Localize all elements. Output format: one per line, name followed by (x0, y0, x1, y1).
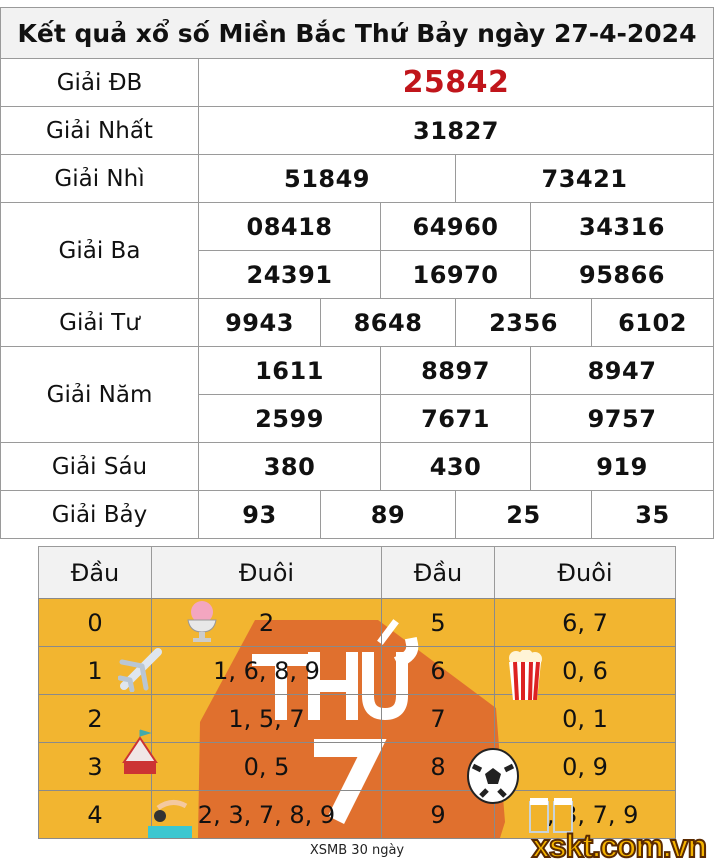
prize-number: 31827 (198, 106, 714, 155)
circus-tent-icon (122, 729, 158, 774)
prize-number: 8947 (530, 346, 714, 395)
prize-label: Giải Bảy (0, 490, 199, 539)
prize-label: Giải ĐB (0, 58, 199, 107)
prize-number: 64960 (380, 202, 531, 251)
shaved-ice-icon (187, 601, 217, 642)
prize-number: 34316 (530, 202, 714, 251)
popcorn-icon (509, 650, 542, 700)
prize-label: Giải Năm (0, 346, 199, 443)
prize-number: 919 (530, 442, 714, 491)
prize-number: 7671 (380, 394, 531, 443)
day-badge-shape (198, 620, 505, 838)
special-prize-number: 25842 (198, 58, 714, 107)
prize-number: 2356 (455, 298, 592, 347)
prize-number: 73421 (455, 154, 714, 203)
prize-number: 8897 (380, 346, 531, 395)
prize-number: 25 (455, 490, 592, 539)
prize-label: Giải Ba (0, 202, 199, 299)
head-column-header: Đầu (38, 546, 152, 599)
prize-number: 24391 (198, 250, 381, 299)
loto-tail-digits: 1, 6, 8, 9 (151, 646, 382, 695)
xsmb-30-days-link[interactable]: XSMB 30 ngày (309, 843, 405, 858)
page-title: Kết quả xổ số Miền Bắc Thứ Bảy ngày 27-4… (0, 7, 714, 59)
prize-number: 2599 (198, 394, 381, 443)
loto-tail-digits: 0, 1 (494, 694, 676, 743)
prize-label: Giải Sáu (0, 442, 199, 491)
prize-label: Giải Nhì (0, 154, 199, 203)
loto-tail-digits: 1, 3, 7, 9 (494, 790, 676, 839)
day-badge (198, 619, 505, 838)
prize-label: Giải Nhất (0, 106, 199, 155)
prize-number: 9757 (530, 394, 714, 443)
loto-tail-digits: 2, 3, 7, 8, 9 (151, 790, 382, 839)
tail-column-header: Đuôi (494, 546, 676, 599)
prize-number: 93 (198, 490, 321, 539)
prize-number: 9943 (198, 298, 321, 347)
watermark-logo: xskt.com.vn (531, 827, 708, 865)
swimmer-icon (148, 800, 192, 838)
prize-number: 89 (320, 490, 456, 539)
loto-tail-digits: 0, 9 (494, 742, 676, 791)
prize-number: 430 (380, 442, 531, 491)
prize-number: 8648 (320, 298, 456, 347)
loto-tail-digits: 0, 5 (151, 742, 382, 791)
loto-head-digit: 5 (381, 598, 495, 647)
loto-head-digit: 6 (381, 646, 495, 695)
prize-number: 6102 (591, 298, 714, 347)
loto-head-digit: 4 (38, 790, 152, 839)
prize-number: 380 (198, 442, 381, 491)
beer-mugs-icon (529, 798, 573, 833)
prize-number: 1611 (198, 346, 381, 395)
loto-tail-digits: 1, 5, 7 (151, 694, 382, 743)
tail-column-header: Đuôi (151, 546, 382, 599)
day-badge-lettering (252, 619, 419, 825)
prize-number: 16970 (380, 250, 531, 299)
head-column-header: Đầu (381, 546, 495, 599)
loto-tail-digits: 6, 7 (494, 598, 676, 647)
loto-head-digit: 0 (38, 598, 152, 647)
soccer-ball-icon (467, 748, 519, 804)
prize-number: 08418 (198, 202, 381, 251)
loto-tail-digits: 0, 6 (494, 646, 676, 695)
prize-number: 95866 (530, 250, 714, 299)
prize-label: Giải Tư (0, 298, 199, 347)
prize-number: 51849 (198, 154, 456, 203)
prize-number: 35 (591, 490, 714, 539)
airplane-icon (118, 648, 162, 692)
loto-head-digit: 7 (381, 694, 495, 743)
